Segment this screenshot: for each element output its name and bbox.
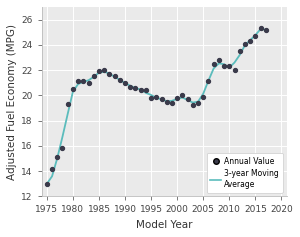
Point	[185, 97, 190, 101]
Point	[248, 39, 253, 43]
Point	[138, 88, 143, 92]
Point	[65, 102, 70, 106]
Point	[169, 101, 174, 105]
Point	[112, 75, 117, 78]
Point	[60, 146, 65, 150]
Point	[143, 88, 148, 92]
Point	[180, 93, 185, 97]
Point	[117, 78, 122, 82]
Legend: Annual Value, 3-year Moving
Average: Annual Value, 3-year Moving Average	[207, 153, 283, 193]
Point	[175, 96, 180, 100]
Point	[123, 81, 128, 85]
X-axis label: Model Year: Model Year	[136, 220, 192, 230]
Point	[107, 72, 112, 76]
Point	[237, 49, 242, 53]
Point	[232, 68, 237, 72]
Point	[50, 167, 55, 171]
Point	[92, 75, 96, 78]
Point	[81, 80, 86, 83]
Point	[44, 182, 49, 186]
Point	[258, 27, 263, 30]
Point	[253, 34, 258, 38]
Point	[227, 64, 232, 68]
Point	[133, 86, 138, 90]
Point	[242, 42, 247, 46]
Point	[76, 80, 80, 83]
Y-axis label: Adjusted Fuel Economy (MPG): Adjusted Fuel Economy (MPG)	[7, 24, 17, 180]
Point	[196, 101, 200, 105]
Point	[164, 100, 169, 104]
Point	[206, 80, 211, 83]
Point	[97, 69, 101, 73]
Point	[222, 64, 226, 68]
Point	[217, 58, 221, 62]
Point	[70, 87, 75, 91]
Point	[149, 96, 154, 100]
Point	[211, 62, 216, 66]
Point	[128, 85, 133, 88]
Point	[86, 81, 91, 85]
Point	[154, 95, 159, 99]
Point	[201, 95, 206, 99]
Point	[102, 68, 106, 72]
Point	[55, 155, 60, 159]
Point	[190, 104, 195, 107]
Point	[159, 97, 164, 101]
Point	[263, 28, 268, 32]
